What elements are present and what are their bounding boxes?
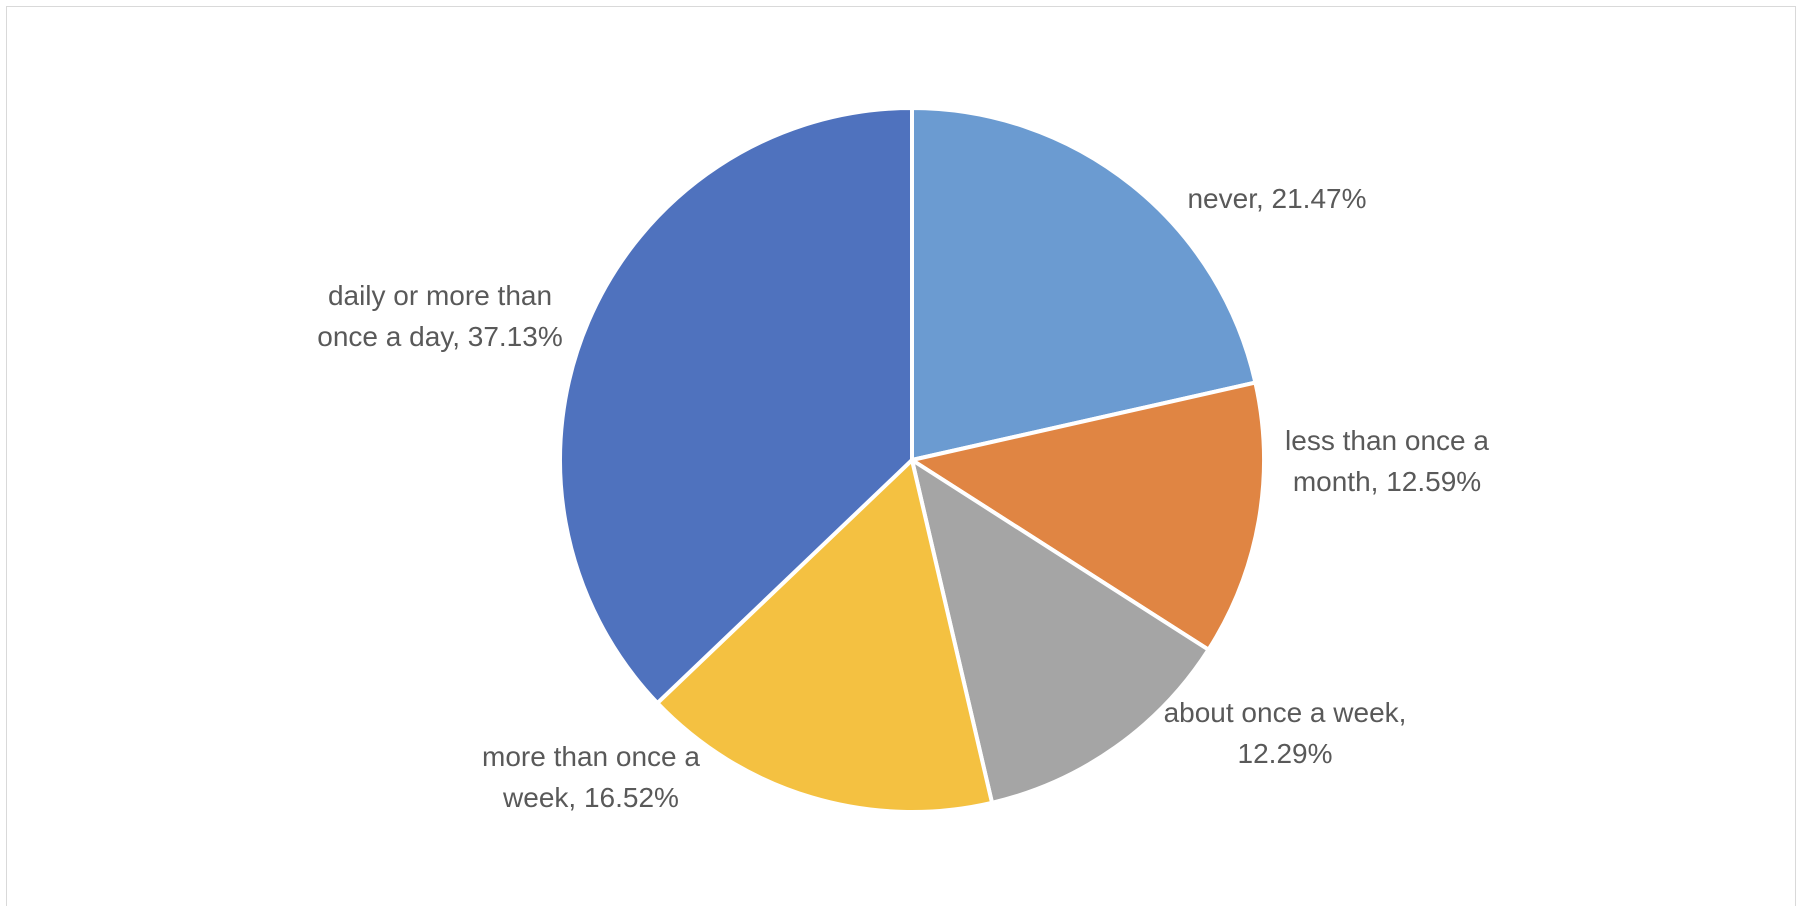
label-line: less than once a (1285, 425, 1489, 456)
label-line: daily or more than (328, 280, 552, 311)
label-line: about once a week, (1164, 697, 1407, 728)
pie-slices (558, 106, 1267, 814)
label-less-than-once-a-month: less than once a month, 12.59% (1285, 425, 1489, 497)
label-line: never, 21.47% (1187, 183, 1366, 214)
slice-never (910, 106, 1258, 462)
slice-less-than-once-a-month (910, 380, 1267, 652)
label-never: never, 21.47% (1187, 183, 1366, 214)
label-line: more than once a (482, 741, 700, 772)
label-line: week, 16.52% (502, 782, 679, 813)
pie-data-labels: never, 21.47% less than once a month, 12.5… (317, 183, 1489, 813)
label-about-once-a-week: about once a week, 12.29% (1164, 697, 1407, 769)
slice-daily-or-more (558, 106, 914, 706)
slice-about-once-a-week (910, 458, 1211, 805)
label-line: 12.29% (1238, 738, 1333, 769)
label-line: month, 12.59% (1293, 466, 1481, 497)
label-line: once a day, 37.13% (317, 321, 562, 352)
slice-more-than-once-a-week (655, 458, 995, 814)
label-daily-or-more: daily or more than once a day, 37.13% (317, 280, 562, 352)
label-more-than-once-a-week: more than once a week, 16.52% (482, 741, 700, 813)
